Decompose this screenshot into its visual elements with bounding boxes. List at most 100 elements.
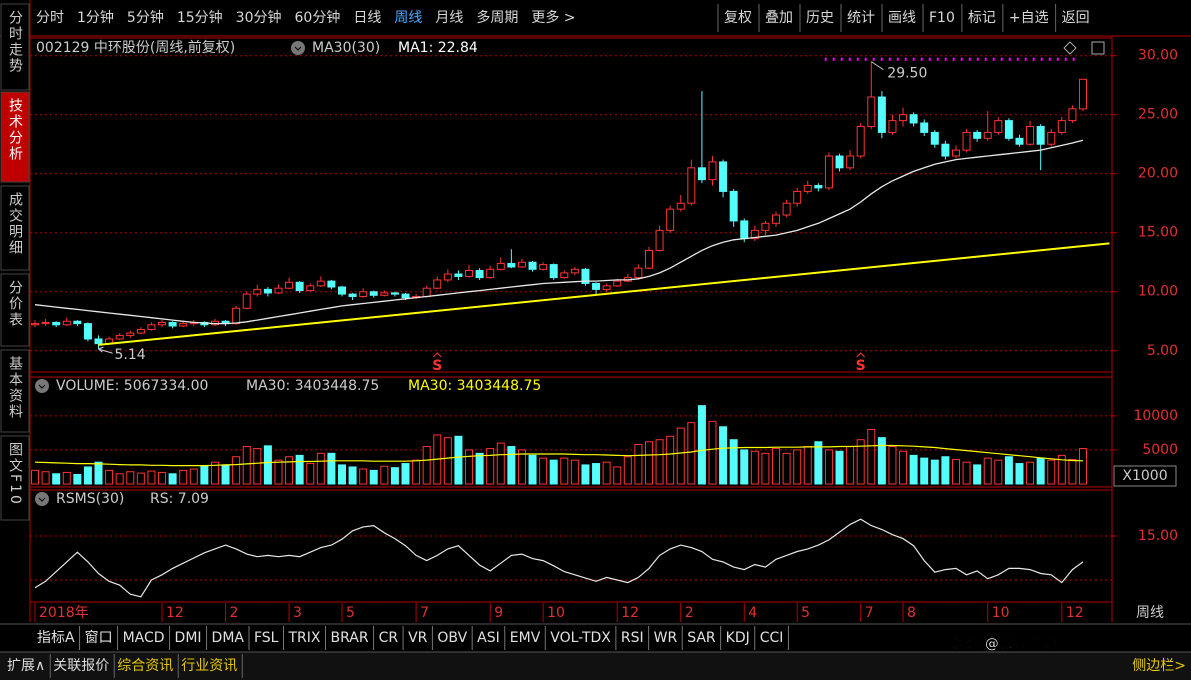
- indicator-tab[interactable]: 窗口: [85, 629, 113, 646]
- period-tab[interactable]: 30分钟: [236, 9, 282, 26]
- volume-bar: [517, 449, 526, 485]
- volume-bar: [507, 446, 516, 485]
- sidebar-tab[interactable]: [0, 91, 30, 183]
- volume-bar: [867, 428, 876, 485]
- volume-bar: [200, 465, 209, 485]
- sidebar-tab[interactable]: [0, 185, 30, 271]
- indicator-tab[interactable]: VOL-TDX: [550, 630, 611, 646]
- sidebar-label[interactable]: 分时走势: [7, 10, 23, 74]
- volume-bar: [443, 437, 452, 485]
- volume-bar: [369, 469, 378, 485]
- indicator-tab[interactable]: TRIX: [287, 630, 320, 646]
- volume-bar: [719, 426, 728, 485]
- volume-bar: [803, 446, 812, 485]
- period-tab[interactable]: 日线: [353, 10, 381, 26]
- tool-button[interactable]: +自选: [1009, 10, 1049, 26]
- sidebar-tab[interactable]: [0, 273, 30, 347]
- volume-bar: [136, 472, 145, 485]
- sidebar-tab[interactable]: [0, 435, 30, 521]
- sidebar-tab[interactable]: [0, 349, 30, 433]
- candle-body: [359, 291, 368, 297]
- tool-button[interactable]: 复权: [724, 9, 752, 26]
- period-tab[interactable]: 60分钟: [295, 9, 341, 26]
- candle-body: [634, 267, 643, 279]
- volume-bar: [1047, 459, 1056, 485]
- sidebar-label[interactable]: 图文F10: [7, 442, 23, 506]
- indicator-tab[interactable]: FSL: [254, 630, 279, 646]
- tool-button[interactable]: 返回: [1062, 10, 1090, 26]
- period-tab[interactable]: 月线: [435, 10, 463, 26]
- footer-tab[interactable]: 扩展∧: [7, 658, 45, 674]
- candle-body: [835, 155, 844, 169]
- period-tab[interactable]: 多周期: [476, 9, 518, 26]
- footer-tab[interactable]: 综合资讯: [117, 658, 173, 674]
- tool-button[interactable]: 历史: [806, 10, 834, 26]
- indicator-tab[interactable]: DMI: [175, 630, 202, 646]
- volume-bar: [31, 469, 39, 485]
- indicator-tab[interactable]: CR: [379, 630, 399, 646]
- settings-icon[interactable]: [35, 379, 49, 393]
- settings-icon[interactable]: [291, 41, 305, 55]
- volume-bar: [168, 473, 177, 485]
- indicator-tab[interactable]: KDJ: [726, 630, 750, 646]
- y-tick-label: 10000: [1133, 408, 1178, 424]
- sidebar-label[interactable]: 技术分析: [7, 98, 23, 162]
- indicator-tab[interactable]: RSI: [621, 630, 644, 646]
- settings-icon[interactable]: [35, 492, 49, 506]
- volume-bar: [401, 463, 410, 485]
- indicator-tab[interactable]: OBV: [437, 630, 467, 646]
- period-tab[interactable]: 5分钟: [127, 9, 164, 26]
- y-tick-label: 5000: [1142, 442, 1178, 458]
- sidebar-label[interactable]: 成交明细: [7, 192, 23, 256]
- sidebar-tab[interactable]: [0, 3, 30, 91]
- footer-tab[interactable]: 关联报价: [53, 658, 109, 674]
- tool-button[interactable]: 标记: [968, 10, 996, 26]
- volume-ma-legend: MA30: 3403448.75: [408, 378, 541, 394]
- period-tab[interactable]: 更多 >: [531, 9, 575, 26]
- volume-bar: [782, 452, 791, 485]
- sidebar-label[interactable]: 基本资料: [7, 355, 23, 420]
- indicator-tab[interactable]: SAR: [687, 630, 716, 646]
- footer-tab[interactable]: 行业资讯: [181, 658, 237, 674]
- volume-bar: [634, 443, 643, 485]
- volume-bar: [316, 452, 325, 485]
- window-icon[interactable]: [1091, 41, 1105, 55]
- volume-bar: [560, 457, 569, 485]
- indicator-tab[interactable]: DMA: [212, 630, 245, 646]
- period-tab[interactable]: 周线: [394, 10, 422, 26]
- tool-button[interactable]: F10: [929, 10, 955, 26]
- indicator-tab[interactable]: ASI: [477, 630, 500, 646]
- indicator-tab[interactable]: BRAR: [330, 630, 368, 646]
- indicator-tab[interactable]: VR: [408, 630, 428, 646]
- candle-body: [899, 114, 908, 122]
- candle-body: [232, 307, 241, 325]
- period-tab[interactable]: 1分钟: [77, 9, 114, 26]
- volume-bar: [676, 427, 685, 485]
- candle-body: [422, 287, 431, 297]
- indicator-tab[interactable]: WR: [654, 630, 678, 646]
- y-tick-label: 5.00: [1147, 343, 1178, 359]
- tool-button[interactable]: 叠加: [765, 10, 793, 26]
- sidebar-toggle[interactable]: 侧边栏>: [1132, 658, 1186, 674]
- volume-bar: [263, 445, 272, 485]
- indicator-tab[interactable]: EMV: [510, 630, 541, 646]
- volume-bar: [899, 450, 908, 485]
- candle-body: [465, 270, 474, 277]
- volume-bar: [337, 464, 346, 485]
- period-tab[interactable]: 分时: [36, 10, 64, 26]
- indicator-tab[interactable]: CCI: [760, 630, 784, 646]
- candle-body: [782, 202, 791, 216]
- tool-button[interactable]: 画线: [888, 10, 916, 26]
- volume-bar: [581, 464, 590, 485]
- indicator-tab[interactable]: 指标A: [37, 630, 75, 646]
- tool-button[interactable]: 统计: [847, 10, 875, 26]
- x-tick-label: 9: [494, 605, 503, 621]
- sidebar-label[interactable]: 分价表: [7, 280, 23, 328]
- candle-body: [179, 323, 188, 327]
- indicator-tab[interactable]: MACD: [123, 630, 165, 646]
- volume-bar: [83, 466, 92, 485]
- y-tick-label: 15.00: [1138, 528, 1178, 544]
- candle-body: [909, 114, 918, 124]
- period-tab[interactable]: 15分钟: [177, 9, 223, 26]
